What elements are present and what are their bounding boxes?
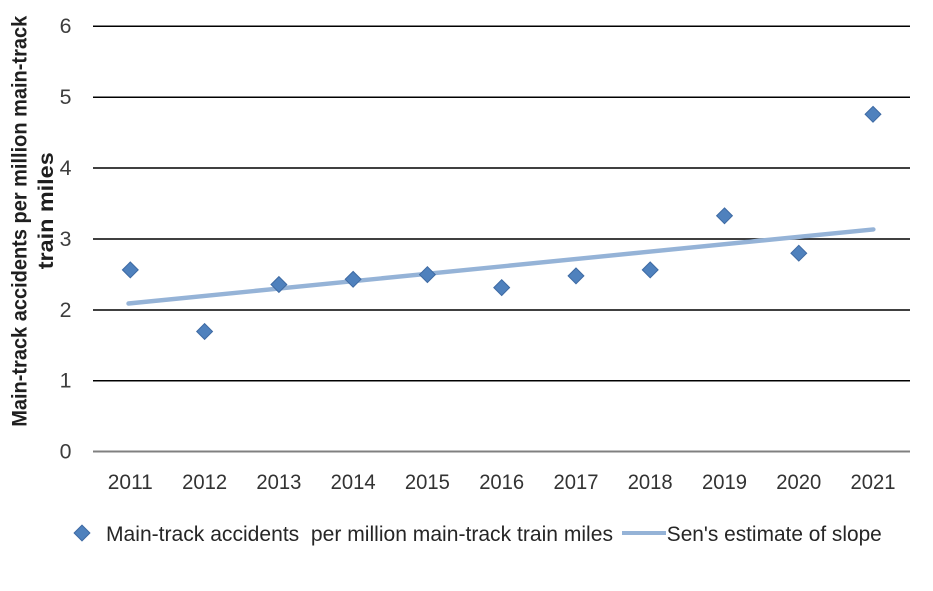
- svg-text:2016: 2016: [479, 470, 524, 494]
- svg-text:3: 3: [60, 227, 72, 251]
- svg-text:2017: 2017: [554, 470, 599, 494]
- svg-text:2019: 2019: [702, 470, 747, 494]
- svg-text:0: 0: [60, 439, 72, 463]
- svg-text:2013: 2013: [256, 470, 301, 494]
- svg-text:2: 2: [60, 298, 72, 322]
- svg-text:1: 1: [60, 369, 72, 393]
- svg-text:2014: 2014: [331, 470, 376, 494]
- svg-text:2020: 2020: [776, 470, 821, 494]
- svg-text:2021: 2021: [851, 470, 896, 494]
- svg-text:Sen's estimate of slope: Sen's estimate of slope: [667, 522, 882, 546]
- svg-text:2011: 2011: [108, 470, 153, 494]
- svg-text:Main-track accidents per mill: Main-track accidents per million main-tr…: [106, 522, 613, 546]
- svg-text:2018: 2018: [628, 470, 673, 494]
- svg-text:5: 5: [60, 85, 72, 109]
- svg-text:train miles: train miles: [34, 152, 58, 269]
- svg-text:2012: 2012: [182, 470, 227, 494]
- svg-text:6: 6: [60, 14, 72, 38]
- svg-text:Main-track accidents per milli: Main-track accidents per million main-tr…: [8, 16, 32, 427]
- svg-text:4: 4: [60, 156, 72, 180]
- svg-text:2015: 2015: [405, 470, 450, 494]
